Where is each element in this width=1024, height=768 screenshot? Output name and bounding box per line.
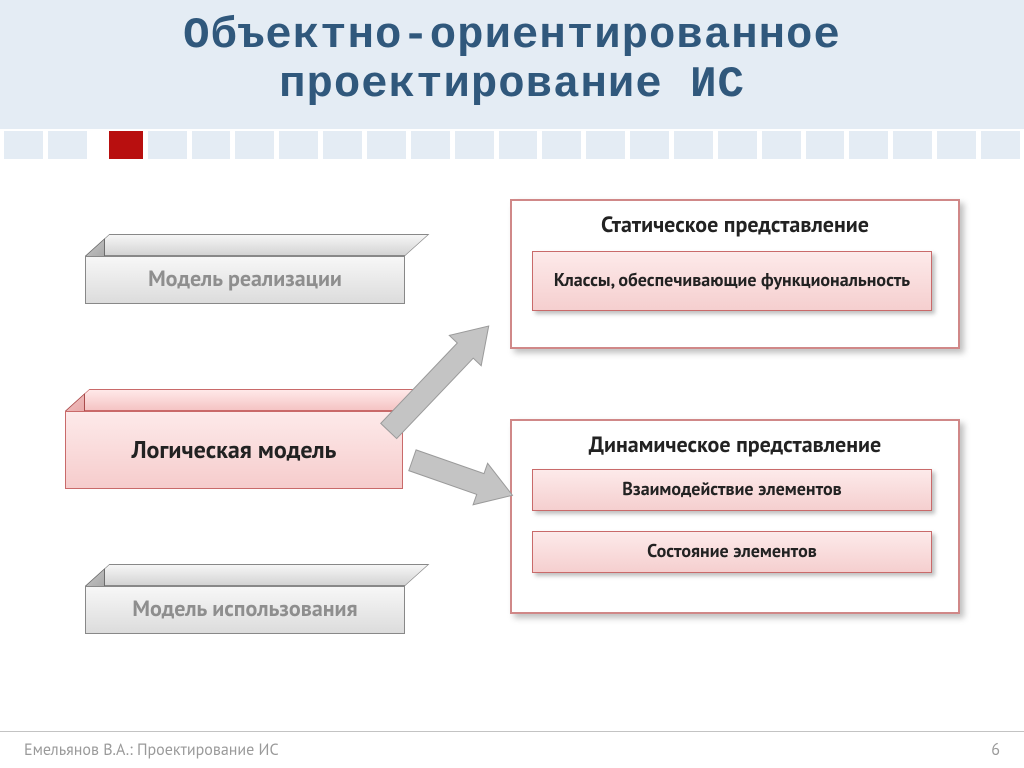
title-band: Объектно-ориентированное проектирование … xyxy=(0,0,1024,131)
panel-dynamic-title: Динамическое представление xyxy=(526,431,944,459)
footer: Емельянов В.А.: Проектирование ИС 6 xyxy=(0,731,1024,768)
slide-title: Объектно-ориентированное проектирование … xyxy=(20,12,1004,111)
panel-static: Статическое представление Классы, обеспеч… xyxy=(510,199,960,349)
arrow-1 xyxy=(398,460,513,537)
decorative-stripe xyxy=(0,131,1024,159)
footer-author: Емельянов В.А.: Проектирование ИС xyxy=(24,740,279,760)
title-line-1: Объектно-ориентированное xyxy=(183,11,841,61)
panel-dynamic-item-1: Состояние элементов xyxy=(532,531,932,573)
panel-static-item-0: Классы, обеспечивающие функциональность xyxy=(532,251,932,311)
title-line-2: проектирование ИС xyxy=(279,60,745,110)
panel-dynamic: Динамическое представление Взаимодействие… xyxy=(510,419,960,614)
bar-bottom-label: Модель использования xyxy=(85,586,405,634)
panel-dynamic-item-0: Взаимодействие элементов xyxy=(532,469,932,511)
footer-page-number: 6 xyxy=(991,740,1000,760)
bar-middle-label: Логическая модель xyxy=(65,411,403,489)
diagram-canvas: Модель реализации Логическая модель Модель… xyxy=(0,159,1024,719)
arrow-0 xyxy=(389,326,522,462)
bar-top-label: Модель реализации xyxy=(85,256,405,304)
panel-static-title: Статическое представление xyxy=(526,211,944,239)
